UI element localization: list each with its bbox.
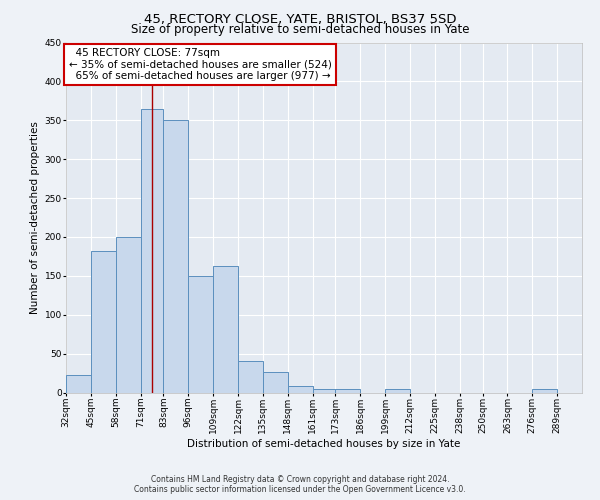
- Bar: [313, 388, 335, 392]
- Bar: [116, 237, 140, 392]
- Bar: [140, 108, 163, 393]
- Bar: [66, 376, 91, 392]
- Bar: [335, 390, 361, 392]
- Bar: [213, 266, 238, 392]
- Text: 45 RECTORY CLOSE: 77sqm  
← 35% of semi-detached houses are smaller (524)
  65% : 45 RECTORY CLOSE: 77sqm ← 35% of semi-de…: [68, 48, 331, 81]
- Bar: [385, 388, 410, 392]
- Bar: [91, 251, 116, 392]
- Bar: [238, 362, 263, 392]
- Bar: [263, 372, 287, 392]
- Text: 45, RECTORY CLOSE, YATE, BRISTOL, BS37 5SD: 45, RECTORY CLOSE, YATE, BRISTOL, BS37 5…: [144, 12, 456, 26]
- X-axis label: Distribution of semi-detached houses by size in Yate: Distribution of semi-detached houses by …: [187, 438, 461, 448]
- Bar: [188, 276, 213, 392]
- Bar: [287, 386, 313, 392]
- Text: Size of property relative to semi-detached houses in Yate: Size of property relative to semi-detach…: [131, 22, 469, 36]
- Text: Contains HM Land Registry data © Crown copyright and database right 2024.
Contai: Contains HM Land Registry data © Crown c…: [134, 474, 466, 494]
- Bar: [163, 120, 188, 392]
- Bar: [532, 388, 557, 392]
- Y-axis label: Number of semi-detached properties: Number of semi-detached properties: [31, 121, 40, 314]
